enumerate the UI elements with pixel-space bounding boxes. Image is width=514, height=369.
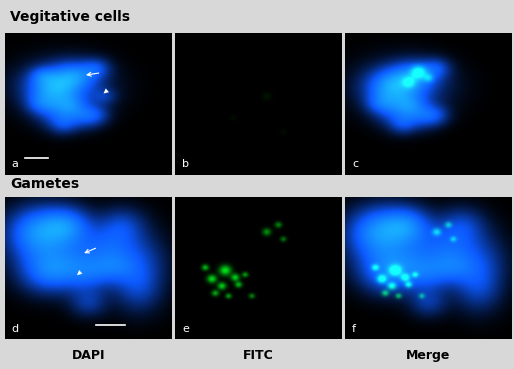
Text: Merge: Merge bbox=[406, 349, 451, 362]
Text: c: c bbox=[352, 159, 358, 169]
Text: DAPI: DAPI bbox=[71, 349, 105, 362]
Text: d: d bbox=[12, 324, 19, 334]
Text: e: e bbox=[182, 324, 189, 334]
Text: Gametes: Gametes bbox=[10, 177, 79, 191]
Text: b: b bbox=[182, 159, 189, 169]
Text: FITC: FITC bbox=[243, 349, 273, 362]
Text: f: f bbox=[352, 324, 356, 334]
Text: a: a bbox=[12, 159, 19, 169]
Text: Vegitative cells: Vegitative cells bbox=[10, 10, 130, 24]
